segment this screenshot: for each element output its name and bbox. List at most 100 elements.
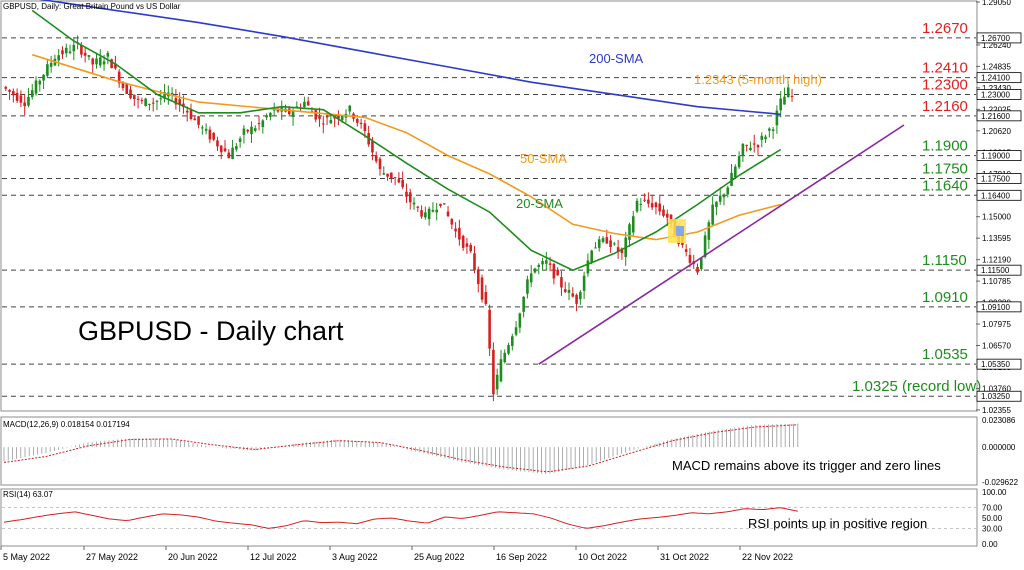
- x-tick-label: 22 Nov 2022: [742, 552, 793, 562]
- candle-body: [140, 100, 144, 102]
- candle-body: [458, 227, 461, 240]
- candle-body: [420, 210, 423, 217]
- y-tick-label: 1.07975: [982, 320, 1011, 329]
- candle-body: [117, 71, 121, 84]
- level-axis-box: [976, 301, 1022, 313]
- candle-body: [287, 108, 291, 115]
- candle-body: [201, 127, 204, 129]
- candle-body: [631, 216, 635, 233]
- candle-body: [257, 123, 261, 125]
- candle-body: [492, 349, 495, 395]
- candle-body: [19, 95, 23, 103]
- candle-body: [734, 166, 737, 178]
- candle-body: [231, 147, 234, 159]
- candle-body: [348, 105, 352, 112]
- candle-body: [582, 275, 586, 291]
- y-tick-label: 1.22025: [982, 105, 1011, 114]
- candle-body: [261, 120, 265, 128]
- candle-body: [526, 279, 529, 294]
- candle-body: [23, 102, 26, 107]
- level-label: 1.1150: [922, 252, 967, 269]
- level-axis-box: [976, 110, 1022, 122]
- candle-body: [27, 96, 30, 106]
- candle-body: [454, 228, 457, 232]
- level-label: 1.2410: [922, 60, 968, 77]
- candle-body: [662, 209, 665, 216]
- candle-body: [643, 199, 646, 201]
- candle-body: [374, 155, 378, 162]
- candle-body: [204, 128, 208, 131]
- chart-title: GBPUSD - Daily chart: [78, 316, 344, 346]
- candle-body: [726, 187, 730, 195]
- level-axis-label: 1.11500: [981, 266, 1010, 275]
- level-axis-box: [976, 89, 1022, 100]
- candle-body: [95, 58, 98, 65]
- candle-body: [144, 98, 147, 106]
- sma20-line: [31, 9, 782, 272]
- sma200-label: 200-SMA: [589, 51, 644, 66]
- candle-body: [715, 201, 718, 208]
- candle-body: [658, 203, 662, 212]
- level-axis-box: [976, 32, 1022, 44]
- candle-body: [567, 289, 571, 293]
- level-axis-box: [976, 390, 1022, 402]
- candle-body: [684, 249, 688, 252]
- candle-body: [208, 129, 212, 140]
- candle-body: [635, 200, 639, 212]
- trendline: [538, 124, 905, 365]
- candle-body: [303, 101, 306, 108]
- candle-body: [537, 264, 541, 268]
- x-tick-label: 25 Aug 2022: [414, 552, 465, 562]
- candle-body: [238, 138, 242, 142]
- candle-body: [386, 173, 389, 177]
- highlight-marker-inner: [676, 226, 684, 236]
- candle-body: [148, 103, 151, 105]
- x-tick-label: 10 Oct 2022: [578, 552, 627, 562]
- candle-body: [571, 293, 575, 297]
- level-label: 1.1640: [922, 177, 968, 194]
- candle-body: [329, 119, 333, 124]
- candle-body: [401, 179, 404, 188]
- candle-body: [333, 116, 336, 119]
- candle-body: [136, 98, 140, 100]
- candle-body: [8, 89, 11, 92]
- candle-body: [465, 243, 469, 247]
- candle-body: [745, 144, 748, 146]
- y-tick-label: 1.12190: [982, 256, 1011, 265]
- macd-signal-line: [3, 424, 798, 473]
- candle-body: [741, 143, 745, 157]
- candle-body: [30, 90, 34, 98]
- candle-body: [499, 359, 503, 382]
- candle-body: [227, 152, 231, 159]
- macd-pane: 0.023086 0.000000 -0.029622 MACD(12,26,9) …: [0, 416, 1019, 487]
- level-axis-label: 1.05350: [981, 360, 1010, 369]
- candle-body: [488, 309, 491, 349]
- level-label: 1.1900: [922, 138, 968, 155]
- level-axis-label: 1.19000: [981, 152, 1010, 161]
- candle-body: [46, 64, 49, 76]
- candle-body: [696, 266, 699, 273]
- candle-body: [597, 239, 601, 248]
- candle-body: [405, 191, 408, 197]
- y-tick-label: 1.20620: [982, 127, 1011, 136]
- level-axis-label: 1.21600: [981, 112, 1010, 121]
- candle-body: [669, 214, 673, 221]
- y-tick-label: 1.06570: [982, 342, 1011, 351]
- rsi-tick-label: 0.00: [982, 540, 998, 549]
- rsi-line: [3, 507, 798, 529]
- candle-body: [548, 263, 552, 265]
- x-tick-label: 12 Jul 2022: [250, 552, 297, 562]
- candle-body: [61, 50, 64, 55]
- rsi-annotation: RSI points up in positive region: [748, 516, 927, 531]
- candle-body: [159, 98, 163, 100]
- candle-body: [431, 210, 435, 212]
- level-label: 1.0910: [922, 289, 968, 306]
- candle-body: [590, 250, 593, 263]
- candle-body: [628, 224, 631, 240]
- candle-body: [363, 123, 367, 132]
- candle-body: [216, 140, 219, 147]
- candle-body: [541, 261, 544, 265]
- y-tick-label: 1.15000: [982, 213, 1011, 222]
- candle-body: [223, 148, 227, 152]
